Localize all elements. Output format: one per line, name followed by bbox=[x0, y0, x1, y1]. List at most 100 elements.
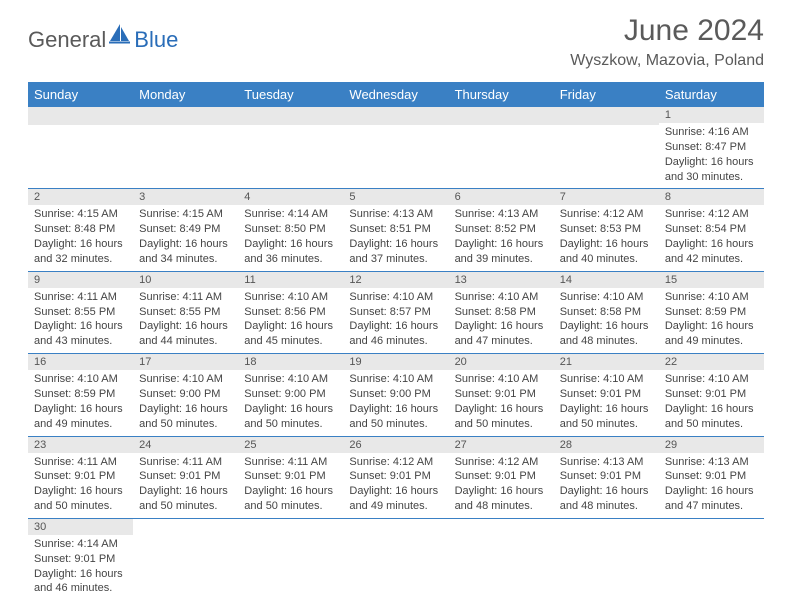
calendar-day-cell: 24Sunrise: 4:11 AMSunset: 9:01 PMDayligh… bbox=[133, 436, 238, 518]
daylight-text-1: Daylight: 16 hours bbox=[349, 402, 442, 417]
sunrise-text: Sunrise: 4:11 AM bbox=[139, 455, 232, 470]
daylight-text-1: Daylight: 16 hours bbox=[34, 319, 127, 334]
daylight-text-2: and 49 minutes. bbox=[34, 417, 127, 432]
sunrise-text: Sunrise: 4:10 AM bbox=[665, 372, 758, 387]
daylight-text-2: and 46 minutes. bbox=[349, 334, 442, 349]
day-number: 15 bbox=[659, 272, 764, 288]
sunset-text: Sunset: 9:01 PM bbox=[560, 387, 653, 402]
sunrise-text: Sunrise: 4:10 AM bbox=[139, 372, 232, 387]
day-details: Sunrise: 4:11 AMSunset: 9:01 PMDaylight:… bbox=[238, 453, 343, 518]
weekday-header: Saturday bbox=[659, 82, 764, 107]
calendar-day-cell bbox=[449, 107, 554, 189]
day-details: Sunrise: 4:14 AMSunset: 9:01 PMDaylight:… bbox=[28, 535, 133, 600]
weekday-header: Wednesday bbox=[343, 82, 448, 107]
sail-icon bbox=[109, 24, 131, 49]
month-title: June 2024 bbox=[570, 14, 764, 48]
daylight-text-1: Daylight: 16 hours bbox=[455, 484, 548, 499]
sunset-text: Sunset: 8:54 PM bbox=[665, 222, 758, 237]
calendar-day-cell: 22Sunrise: 4:10 AMSunset: 9:01 PMDayligh… bbox=[659, 354, 764, 436]
day-number: 9 bbox=[28, 272, 133, 288]
daylight-text-2: and 49 minutes. bbox=[349, 499, 442, 514]
location-text: Wyszkow, Mazovia, Poland bbox=[570, 52, 764, 70]
day-details: Sunrise: 4:15 AMSunset: 8:48 PMDaylight:… bbox=[28, 205, 133, 270]
day-details: Sunrise: 4:10 AMSunset: 8:58 PMDaylight:… bbox=[554, 288, 659, 353]
sunset-text: Sunset: 9:00 PM bbox=[244, 387, 337, 402]
sunset-text: Sunset: 9:01 PM bbox=[34, 469, 127, 484]
sunrise-text: Sunrise: 4:11 AM bbox=[244, 455, 337, 470]
day-number: 23 bbox=[28, 437, 133, 453]
day-number: 7 bbox=[554, 189, 659, 205]
day-number: 10 bbox=[133, 272, 238, 288]
sunset-text: Sunset: 8:52 PM bbox=[455, 222, 548, 237]
daylight-text-2: and 47 minutes. bbox=[455, 334, 548, 349]
daylight-text-1: Daylight: 16 hours bbox=[244, 402, 337, 417]
daylight-text-2: and 49 minutes. bbox=[665, 334, 758, 349]
daylight-text-2: and 45 minutes. bbox=[244, 334, 337, 349]
sunrise-text: Sunrise: 4:14 AM bbox=[244, 207, 337, 222]
calendar-day-cell bbox=[659, 518, 764, 600]
weekday-header: Monday bbox=[133, 82, 238, 107]
day-number: 16 bbox=[28, 354, 133, 370]
sunrise-text: Sunrise: 4:11 AM bbox=[34, 290, 127, 305]
daylight-text-1: Daylight: 16 hours bbox=[455, 319, 548, 334]
calendar-week-row: 16 Sunrise: 4:10 AM Sunset: 8:59 PM Dayligh… bbox=[28, 354, 764, 436]
daylight-text-2: and 40 minutes. bbox=[560, 252, 653, 267]
sunset-text: Sunset: 8:49 PM bbox=[139, 222, 232, 237]
daylight-text-1: Daylight: 16 hours bbox=[665, 319, 758, 334]
calendar-day-cell: 12Sunrise: 4:10 AMSunset: 8:57 PMDayligh… bbox=[343, 271, 448, 353]
day-details: Sunrise: 4:10 AMSunset: 9:00 PMDaylight:… bbox=[343, 370, 448, 435]
sunset-text: Sunset: 8:55 PM bbox=[139, 305, 232, 320]
day-details: Sunrise: 4:11 AMSunset: 8:55 PMDaylight:… bbox=[133, 288, 238, 353]
daylight-text-2: and 32 minutes. bbox=[34, 252, 127, 267]
logo-text-general: General bbox=[28, 27, 106, 53]
day-details: Sunrise: 4:12 AMSunset: 8:53 PMDaylight:… bbox=[554, 205, 659, 270]
daylight-text-1: Daylight: 16 hours bbox=[455, 237, 548, 252]
calendar-day-cell: 3Sunrise: 4:15 AMSunset: 8:49 PMDaylight… bbox=[133, 189, 238, 271]
calendar-week-row: 23Sunrise: 4:11 AMSunset: 9:01 PMDayligh… bbox=[28, 436, 764, 518]
sunset-text: Sunset: 8:53 PM bbox=[560, 222, 653, 237]
day-number: 17 bbox=[133, 354, 238, 370]
day-details: Sunrise: 4:10 AMSunset: 9:01 PMDaylight:… bbox=[659, 370, 764, 435]
header: General Blue June 2024 Wyszkow, Mazovia,… bbox=[0, 0, 792, 78]
calendar-week-row: 2Sunrise: 4:15 AMSunset: 8:48 PMDaylight… bbox=[28, 189, 764, 271]
daylight-text-1: Daylight: 16 hours bbox=[560, 484, 653, 499]
daylight-text-1: Daylight: 16 hours bbox=[665, 484, 758, 499]
logo: General Blue bbox=[28, 24, 178, 55]
day-details: Sunrise: 4:11 AMSunset: 9:01 PMDaylight:… bbox=[133, 453, 238, 518]
calendar-day-cell bbox=[28, 107, 133, 189]
day-number: 5 bbox=[343, 189, 448, 205]
calendar-day-cell: 17Sunrise: 4:10 AMSunset: 9:00 PMDayligh… bbox=[133, 354, 238, 436]
sunrise-text: Sunrise: 4:10 AM bbox=[455, 290, 548, 305]
empty-day-strip bbox=[28, 107, 133, 125]
day-details: Sunrise: 4:12 AMSunset: 9:01 PMDaylight:… bbox=[343, 453, 448, 518]
daylight-text-2: and 50 minutes. bbox=[244, 499, 337, 514]
logo-text-blue: Blue bbox=[134, 27, 178, 53]
daylight-text-2: and 46 minutes. bbox=[34, 581, 127, 596]
sunset-text: Sunset: 8:50 PM bbox=[244, 222, 337, 237]
calendar-day-cell: 14Sunrise: 4:10 AMSunset: 8:58 PMDayligh… bbox=[554, 271, 659, 353]
daylight-text-2: and 50 minutes. bbox=[139, 417, 232, 432]
daylight-text-2: and 50 minutes. bbox=[455, 417, 548, 432]
sunset-text: Sunset: 9:01 PM bbox=[349, 469, 442, 484]
sunrise-text: Sunrise: 4:13 AM bbox=[560, 455, 653, 470]
day-details: Sunrise: 4:13 AMSunset: 8:52 PMDaylight:… bbox=[449, 205, 554, 270]
day-details: Sunrise: 4:10 AMSunset: 9:00 PMDaylight:… bbox=[238, 370, 343, 435]
day-number: 19 bbox=[343, 354, 448, 370]
day-number: 22 bbox=[659, 354, 764, 370]
day-details: Sunrise: 4:16 AMSunset: 8:47 PMDaylight:… bbox=[659, 123, 764, 188]
calendar-day-cell: 29Sunrise: 4:13 AMSunset: 9:01 PMDayligh… bbox=[659, 436, 764, 518]
calendar-day-cell bbox=[238, 107, 343, 189]
calendar-day-cell bbox=[343, 518, 448, 600]
sunrise-text: Sunrise: 4:10 AM bbox=[244, 372, 337, 387]
daylight-text-2: and 34 minutes. bbox=[139, 252, 232, 267]
calendar-day-cell bbox=[554, 107, 659, 189]
calendar-week-row: 30Sunrise: 4:14 AMSunset: 9:01 PMDayligh… bbox=[28, 518, 764, 600]
daylight-text-1: Daylight: 16 hours bbox=[349, 237, 442, 252]
day-details: Sunrise: 4:10 AMSunset: 8:58 PMDaylight:… bbox=[449, 288, 554, 353]
day-details: Sunrise: 4:12 AMSunset: 8:54 PMDaylight:… bbox=[659, 205, 764, 270]
daylight-text-2: and 50 minutes. bbox=[560, 417, 653, 432]
daylight-text-2: and 30 minutes. bbox=[665, 170, 758, 185]
calendar-day-cell: 6Sunrise: 4:13 AMSunset: 8:52 PMDaylight… bbox=[449, 189, 554, 271]
sunset-text: Sunset: 9:01 PM bbox=[560, 469, 653, 484]
sunset-text: Sunset: 8:59 PM bbox=[34, 387, 127, 402]
